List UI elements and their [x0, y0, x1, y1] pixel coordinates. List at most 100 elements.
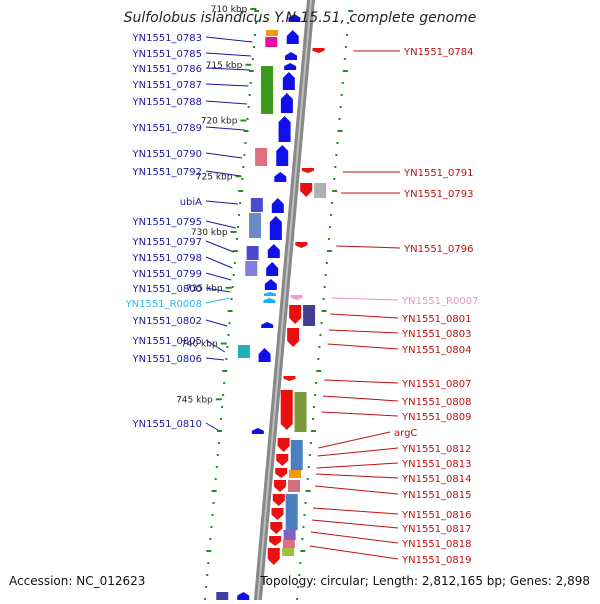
reverse-gene-label[interactable]: YN1551_R0007	[401, 296, 478, 307]
gene-feature-forward[interactable]	[284, 63, 297, 70]
reverse-gene-label[interactable]: YN1551_0801	[401, 314, 472, 325]
feature-layer[interactable]	[216, 14, 327, 600]
gene-feature-reverse[interactable]	[287, 328, 300, 347]
tick-dot-right	[330, 214, 333, 216]
tick-dot-left	[204, 598, 207, 600]
reverse-gene-label[interactable]: YN1551_0815	[401, 490, 472, 501]
rna-feature-forward[interactable]	[263, 298, 276, 303]
forward-gene-label[interactable]: YN1551_0800	[132, 284, 203, 295]
cog-box-left	[266, 30, 279, 36]
reverse-gene-label[interactable]: YN1551_0813	[401, 459, 472, 470]
forward-gene-label[interactable]: YN1551_0789	[132, 123, 203, 134]
reverse-gene-label[interactable]: YN1551_0796	[403, 244, 474, 255]
gene-feature-forward[interactable]	[285, 52, 298, 60]
reverse-gene-label[interactable]: YN1551_0791	[403, 168, 474, 179]
forward-gene-label[interactable]: YN1551_0797	[132, 237, 203, 248]
gene-feature-forward[interactable]	[288, 14, 301, 22]
forward-label-leader	[205, 357, 225, 361]
tick-dot-right	[328, 226, 331, 228]
gene-feature-reverse[interactable]	[312, 48, 325, 53]
gene-feature-reverse[interactable]	[275, 468, 288, 478]
reverse-gene-label[interactable]: YN1551_0784	[403, 47, 474, 58]
gene-feature-forward[interactable]	[266, 262, 279, 276]
gene-feature-forward[interactable]	[276, 145, 289, 166]
reverse-gene-label[interactable]: YN1551_0816	[401, 510, 472, 521]
tick-dot-right	[322, 298, 325, 300]
gene-feature-reverse[interactable]	[270, 522, 283, 534]
gene-feature-forward[interactable]	[258, 348, 271, 362]
reverse-gene-label[interactable]: YN1551_0818	[401, 539, 472, 550]
forward-gene-label[interactable]: YN1551_0788	[132, 97, 203, 108]
tick-dot-right	[347, 22, 350, 24]
tick-dot-left	[243, 154, 246, 156]
gene-feature-reverse[interactable]	[289, 305, 302, 324]
reverse-gene-label[interactable]: YN1551_0793	[403, 189, 474, 200]
tick-dot-left	[216, 430, 222, 432]
reverse-label-leader	[322, 395, 399, 402]
reverse-gene-label[interactable]: YN1551_0814	[401, 474, 472, 485]
forward-gene-label[interactable]: YN1551_0810	[132, 419, 203, 430]
reverse-gene-label[interactable]: YN1551_0808	[401, 397, 472, 408]
forward-gene-label[interactable]: YN1551_0786	[132, 64, 203, 75]
reverse-gene-label[interactable]: argC	[394, 428, 417, 439]
reverse-gene-label[interactable]: YN1551_0809	[401, 412, 472, 423]
gene-feature-reverse[interactable]	[301, 168, 314, 173]
rna-feature-forward[interactable]	[263, 292, 276, 296]
gene-feature-forward[interactable]	[271, 198, 284, 213]
reverse-gene-label[interactable]: YN1551_0803	[401, 329, 472, 340]
gene-feature-reverse[interactable]	[300, 183, 313, 197]
tick-dot-left	[238, 190, 244, 192]
tick-dot-left	[209, 538, 212, 540]
forward-gene-label[interactable]: YN1551_0787	[132, 80, 203, 91]
forward-gene-label[interactable]: YN1551_0783	[132, 33, 203, 44]
forward-gene-label[interactable]: YN1551_0806	[132, 354, 203, 365]
gene-feature-reverse[interactable]	[271, 508, 284, 520]
forward-gene-label[interactable]: YN1551_0785	[132, 49, 203, 60]
map-title: Sulfolobus islandicus Y.N.15.51, complet…	[123, 10, 477, 26]
gene-feature-forward[interactable]	[269, 216, 282, 240]
gene-feature-reverse[interactable]	[276, 454, 289, 466]
gene-feature-forward[interactable]	[274, 172, 287, 182]
tick-dot-right	[305, 490, 311, 492]
cog-box-right	[282, 540, 295, 548]
gene-feature-forward[interactable]	[280, 93, 293, 113]
forward-gene-label[interactable]: YN1551_0790	[132, 149, 203, 160]
forward-gene-label[interactable]: YN1551_0795	[132, 217, 203, 228]
gene-feature-forward[interactable]	[286, 30, 299, 44]
gene-feature-reverse[interactable]	[273, 480, 286, 492]
cog-box-right	[303, 305, 316, 326]
forward-gene-label[interactable]: YN1551_0798	[132, 253, 203, 264]
gene-feature-forward[interactable]	[237, 592, 250, 600]
rna-feature-reverse[interactable]	[290, 295, 303, 300]
gene-feature-forward[interactable]	[282, 72, 295, 90]
gene-feature-reverse[interactable]	[283, 376, 296, 381]
tick-dot-right	[315, 382, 318, 384]
forward-gene-label[interactable]: YN1551_0799	[132, 269, 203, 280]
gene-feature-forward[interactable]	[264, 279, 277, 290]
gene-feature-reverse[interactable]	[280, 390, 293, 430]
kbp-tick-mark	[245, 63, 252, 66]
forward-gene-label[interactable]: YN1551_R0008	[125, 299, 202, 310]
kbp-tick-label: 720 kbp	[201, 117, 238, 127]
gene-feature-reverse[interactable]	[272, 494, 285, 506]
gene-feature-forward[interactable]	[251, 428, 264, 434]
forward-gene-label[interactable]: YN1551_0792	[132, 167, 203, 178]
gene-feature-forward[interactable]	[261, 322, 274, 328]
reverse-gene-label[interactable]: YN1551_0812	[401, 444, 472, 455]
forward-gene-label[interactable]: ubiA	[180, 197, 202, 208]
gene-feature-reverse[interactable]	[269, 536, 282, 546]
gene-feature-reverse[interactable]	[277, 438, 290, 452]
gene-feature-reverse[interactable]	[295, 242, 308, 248]
gene-feature-forward[interactable]	[267, 244, 280, 258]
gene-feature-reverse[interactable]	[267, 548, 280, 565]
reverse-gene-label[interactable]: YN1551_0807	[401, 379, 472, 390]
forward-gene-label[interactable]: YN1551_0802	[132, 316, 203, 327]
reverse-gene-label[interactable]: YN1551_0804	[401, 345, 472, 356]
reverse-gene-label[interactable]: YN1551_0819	[401, 555, 472, 566]
forward-gene-label[interactable]: YN1551_0805	[132, 336, 203, 347]
label-layer[interactable]: YN1551_0783 YN1551_0785 YN1551_0786 YN1551_…	[125, 33, 479, 566]
gene-feature-forward[interactable]	[278, 116, 291, 142]
reverse-gene-label[interactable]: YN1551_0817	[401, 524, 472, 535]
